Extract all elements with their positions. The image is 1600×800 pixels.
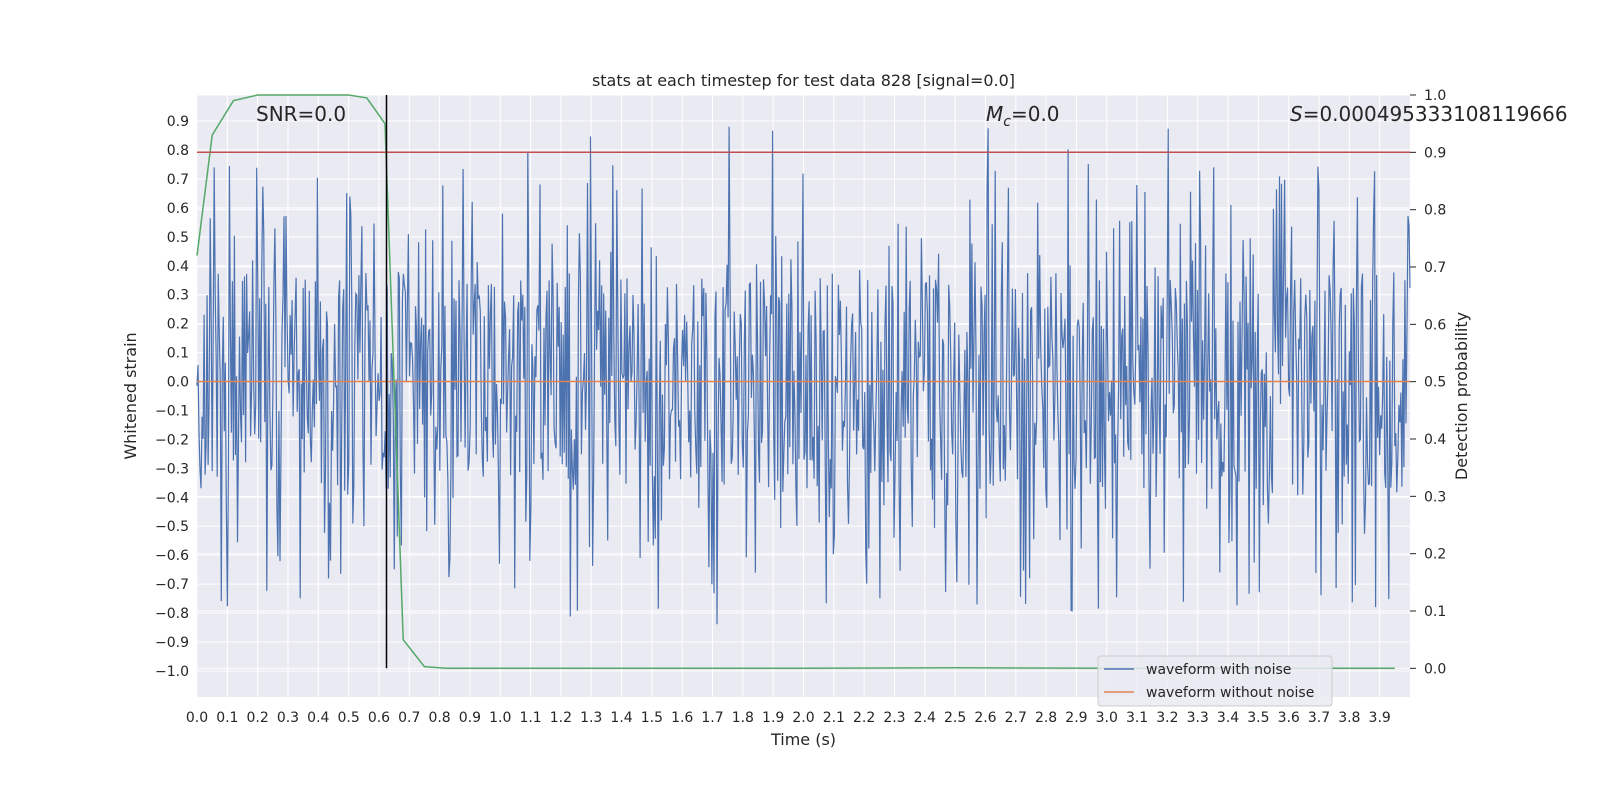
- y-right-tick-label: 0.7: [1424, 260, 1446, 276]
- y-tick-label: −0.9: [155, 635, 189, 651]
- y-tick-label: −0.2: [155, 432, 189, 448]
- y-right-tick-label: 0.6: [1424, 317, 1446, 333]
- x-tick-label: 2.4: [914, 710, 936, 726]
- x-tick-label: 3.3: [1187, 710, 1209, 726]
- x-tick-label: 0.1: [216, 710, 238, 726]
- y-right-tick-label: 0.5: [1424, 375, 1446, 391]
- x-tick-label: 1.8: [732, 710, 754, 726]
- x-tick-label: 1.0: [489, 710, 511, 726]
- y-tick-label: 0.6: [167, 201, 189, 217]
- x-tick-label: 0.0: [186, 710, 208, 726]
- x-tick-label: 1.9: [762, 710, 784, 726]
- x-tick-label: 2.7: [1005, 710, 1027, 726]
- y-right-tick-label: 0.3: [1424, 489, 1446, 505]
- y-right-tick-label: 0.1: [1424, 604, 1446, 620]
- x-tick-label: 0.5: [337, 710, 359, 726]
- s-symbol: S: [1290, 102, 1303, 126]
- y-right-tick-label: 0.2: [1424, 547, 1446, 563]
- x-axis-label: Time (s): [770, 730, 836, 749]
- x-tick-label: 3.9: [1369, 710, 1391, 726]
- plot-area: [196, 94, 1411, 670]
- x-tick-label: 2.2: [853, 710, 875, 726]
- y-tick-label: 0.7: [167, 172, 189, 188]
- chart-title: stats at each timestep for test data 828…: [592, 71, 1015, 90]
- x-tick-label: 0.2: [247, 710, 269, 726]
- s-value: =0.000495333108119666: [1303, 102, 1568, 126]
- y-tick-label: 0.9: [167, 114, 189, 130]
- y-tick-label: 0.1: [167, 346, 189, 362]
- x-tick-label: 2.3: [883, 710, 905, 726]
- snr-annotation: SNR=0.0: [256, 102, 346, 126]
- x-tick-label: 0.4: [307, 710, 329, 726]
- y-tick-label: −1.0: [155, 664, 189, 680]
- x-tick-label: 0.7: [398, 710, 420, 726]
- x-tick-label: 3.7: [1308, 710, 1330, 726]
- x-tick-label: 0.8: [428, 710, 450, 726]
- s-annotation: S=0.000495333108119666: [1290, 102, 1568, 126]
- legend: waveform with noise waveform without noi…: [1097, 655, 1333, 707]
- y-right-tick-label: 0.8: [1424, 203, 1446, 219]
- y-axis-right-label: Detection probability: [1452, 312, 1471, 480]
- x-tick-label: 2.8: [1035, 710, 1057, 726]
- x-tick-label: 1.2: [550, 710, 572, 726]
- x-tick-label: 1.5: [641, 710, 663, 726]
- x-tick-label: 3.5: [1247, 710, 1269, 726]
- x-tick-label: 0.9: [459, 710, 481, 726]
- y-right-tick-label: 0.9: [1424, 145, 1446, 161]
- y-axis-label: Whitened strain: [121, 332, 140, 459]
- x-axis-ticks: 0.0 0.1 0.2 0.3 0.4 0.5 0.6 0.7 0.8 0.9 1.0 1.1 1.2 1…: [186, 710, 1391, 726]
- x-tick-label: 2.1: [823, 710, 845, 726]
- x-tick-label: 3.1: [1126, 710, 1148, 726]
- mc-symbol: M: [986, 102, 1003, 126]
- legend-entry-clean: waveform without noise: [1146, 685, 1314, 701]
- x-tick-label: 3.8: [1338, 710, 1360, 726]
- x-tick-label: 2.6: [974, 710, 996, 726]
- x-tick-label: 3.4: [1217, 710, 1239, 726]
- x-tick-label: 2.5: [944, 710, 966, 726]
- y-tick-label: 0.2: [167, 317, 189, 333]
- x-tick-label: 1.6: [671, 710, 693, 726]
- mc-subscript: c: [1003, 114, 1011, 130]
- legend-entry-noise: waveform with noise: [1146, 662, 1291, 678]
- y-tick-label: −0.1: [155, 403, 189, 419]
- y-tick-label: −0.5: [155, 519, 189, 535]
- y-tick-label: −0.7: [155, 577, 189, 593]
- y-right-tick-label: 0.4: [1424, 432, 1446, 448]
- x-tick-label: 2.9: [1065, 710, 1087, 726]
- y-tick-label: 0.0: [167, 375, 189, 391]
- x-tick-label: 3.6: [1278, 710, 1300, 726]
- x-tick-label: 3.0: [1096, 710, 1118, 726]
- series-waveform-with-noise: [196, 126, 1411, 625]
- series-detection-probability: [196, 94, 1395, 670]
- y-right-tick-label: 0.0: [1424, 661, 1446, 677]
- y-right-tick-label: 1.0: [1424, 88, 1446, 104]
- x-tick-label: 3.2: [1156, 710, 1178, 726]
- x-tick-label: 1.4: [610, 710, 632, 726]
- x-tick-label: 1.3: [580, 710, 602, 726]
- x-tick-label: 0.6: [368, 710, 390, 726]
- y-tick-label: −0.4: [155, 490, 189, 506]
- x-tick-label: 1.1: [519, 710, 541, 726]
- chirp-mass-annotation: Mc=0.0: [986, 102, 1060, 130]
- y-axis-right-ticks: 1.0 0.9 0.8 0.7 0.6 0.5 0.4 0.3 0.2 0.1 0.0: [1410, 88, 1446, 677]
- legend-box: [1097, 655, 1333, 707]
- y-axis-ticks: 0.9 0.8 0.7 0.6 0.5 0.4 0.3 0.2 0.1 0.0 −0.1 −0.2 −0…: [155, 114, 189, 680]
- y-tick-label: −0.8: [155, 606, 189, 622]
- y-tick-label: −0.6: [155, 548, 189, 564]
- y-tick-label: 0.5: [167, 230, 189, 246]
- y-tick-label: 0.4: [167, 259, 189, 275]
- y-tick-label: 0.8: [167, 143, 189, 159]
- x-tick-label: 0.3: [277, 710, 299, 726]
- x-tick-label: 2.0: [792, 710, 814, 726]
- y-tick-label: −0.3: [155, 461, 189, 477]
- x-tick-label: 1.7: [701, 710, 723, 726]
- y-tick-label: 0.3: [167, 288, 189, 304]
- mc-value: =0.0: [1011, 102, 1060, 126]
